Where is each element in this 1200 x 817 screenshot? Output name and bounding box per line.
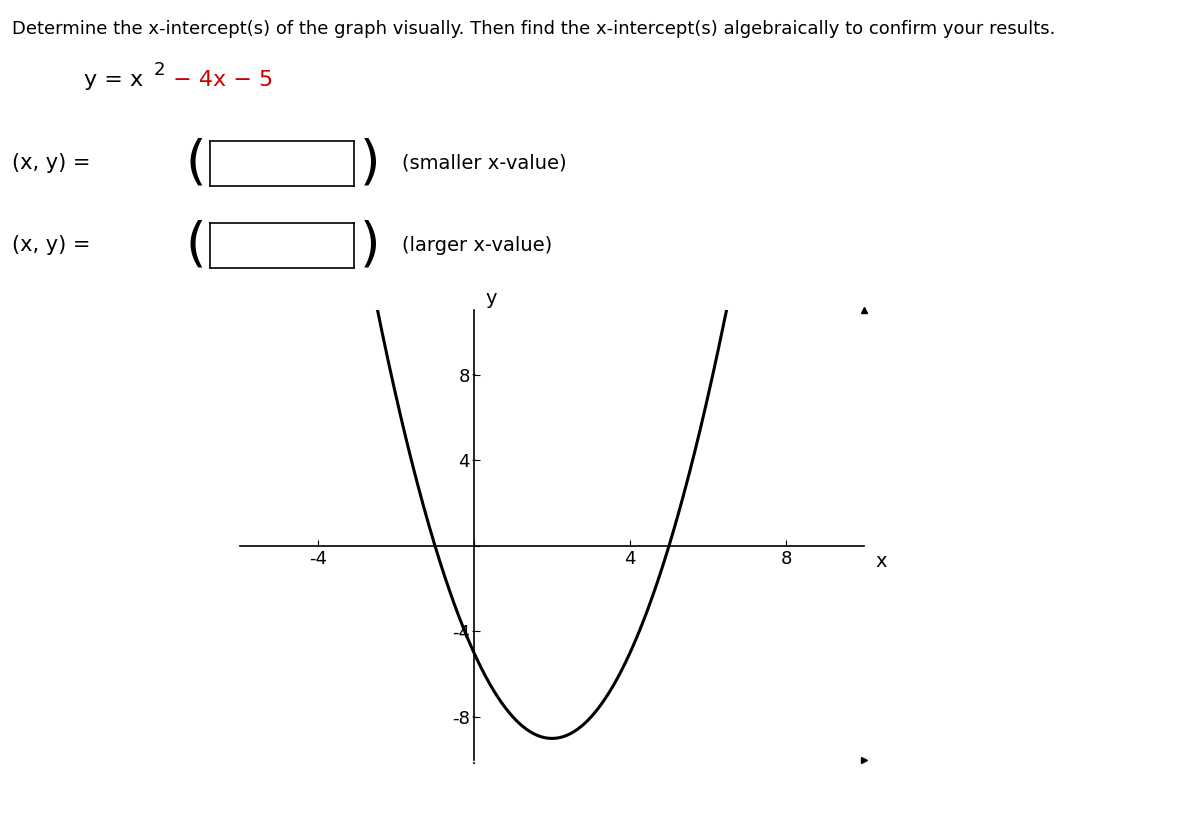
Text: (x, y) =: (x, y) = xyxy=(12,235,97,255)
Text: 2: 2 xyxy=(154,61,166,79)
Text: ): ) xyxy=(360,219,380,271)
Text: ): ) xyxy=(360,137,380,190)
Text: y: y xyxy=(486,289,497,308)
Text: (smaller x-value): (smaller x-value) xyxy=(402,154,566,173)
Text: (larger x-value): (larger x-value) xyxy=(402,235,552,255)
Text: (x, y) =: (x, y) = xyxy=(12,154,97,173)
Text: Determine the x-intercept(s) of the graph visually. Then find the x-intercept(s): Determine the x-intercept(s) of the grap… xyxy=(12,20,1055,38)
Text: − 4x − 5: − 4x − 5 xyxy=(166,69,272,90)
Text: (: ( xyxy=(186,137,206,190)
Text: y = x: y = x xyxy=(84,69,143,90)
Text: x: x xyxy=(876,552,887,571)
Text: (: ( xyxy=(186,219,206,271)
